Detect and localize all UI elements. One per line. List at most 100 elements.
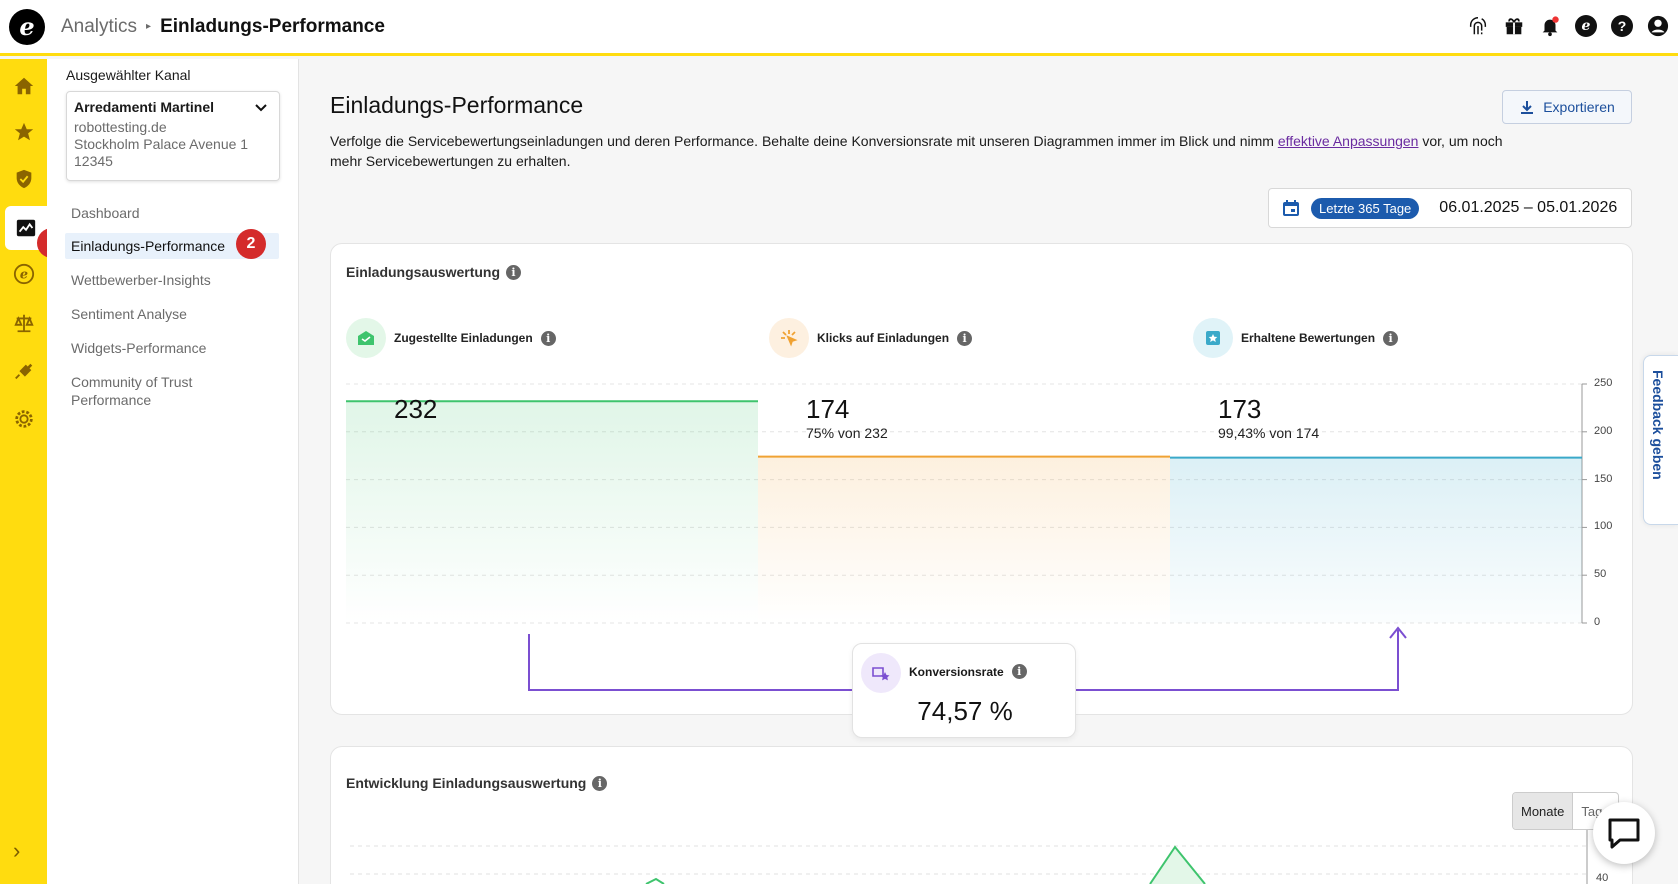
date-range-text: 06.01.2025 – 05.01.2026 — [1439, 199, 1618, 216]
development-line-peak — [1149, 845, 1206, 884]
help-icon[interactable]: ? — [1610, 14, 1634, 38]
top-bar: e Analytics ▸ Einladungs-Performance e ? — [0, 0, 1678, 56]
funnel-title: Einladungsauswertung i — [346, 264, 522, 280]
channel-zip: 12345 — [74, 153, 113, 169]
conversion-icon — [861, 653, 901, 693]
channel-label: Ausgewählter Kanal — [66, 67, 191, 83]
step-badge-2: 2 — [236, 229, 266, 259]
value-label-reviews: 173 — [1218, 394, 1262, 424]
notification-bell-icon[interactable] — [1538, 14, 1562, 38]
sub-navigation: Ausgewählter Kanal Arredamenti Martinel … — [47, 59, 299, 884]
scales-icon[interactable] — [7, 306, 41, 340]
conversion-label: Konversionsrate — [909, 664, 1004, 679]
info-icon[interactable]: i — [540, 330, 556, 346]
calendar-icon — [1283, 200, 1299, 216]
date-range-picker[interactable]: Letzte 365 Tage 06.01.2025 – 05.01.2026 — [1268, 188, 1632, 228]
value-label-delivered: 232 — [394, 394, 438, 424]
plug-icon[interactable] — [7, 355, 41, 389]
funnel-bar — [1170, 457, 1582, 623]
description-text-1: Verfolge die Servicebewertungseinladunge… — [330, 133, 1278, 149]
development-title: Entwicklung Einladungsauswertung i — [346, 775, 608, 791]
page-title: Einladungs-Performance — [330, 92, 584, 118]
chevron-down-icon — [255, 104, 267, 112]
fingerprint-icon[interactable] — [1466, 14, 1490, 38]
y-tick-label: 150 — [1594, 472, 1613, 485]
nav-item-widgets-performance[interactable]: Widgets-Performance — [71, 340, 207, 356]
granularity-toggle: Monate Tage — [1512, 792, 1619, 830]
conversion-header: Konversionsrate i — [909, 664, 1027, 679]
channel-name: Arredamenti Martinel — [74, 99, 215, 115]
toggle-monate[interactable]: Monate — [1513, 793, 1574, 829]
metric-reviews: Erhaltene Bewertungen i — [1193, 318, 1399, 358]
chat-button[interactable] — [1593, 802, 1655, 864]
info-icon[interactable]: i — [957, 330, 973, 346]
export-label: Exportieren — [1543, 99, 1615, 115]
development-line-small-peak — [645, 877, 665, 884]
metric-reviews-label: Erhaltene Bewertungen — [1241, 331, 1376, 345]
click-icon — [769, 318, 809, 358]
settings-gear-icon[interactable] — [7, 402, 41, 436]
channel-domain: robottesting.de — [74, 119, 167, 135]
sub-label-clicks: 75% von 232 — [806, 425, 888, 441]
sub-label-reviews: 99,43% von 174 — [1218, 425, 1320, 441]
shield-check-icon[interactable] — [7, 162, 41, 196]
account-icon[interactable] — [1646, 14, 1670, 38]
metric-clicks-label: Klicks auf Einladungen — [817, 331, 950, 345]
breadcrumb: Analytics ▸ Einladungs-Performance — [61, 16, 385, 38]
development-title-text: Entwicklung Einladungsauswertung — [346, 775, 587, 791]
chat-bubble-icon — [1608, 818, 1640, 849]
nav-item-dashboard[interactable]: Dashboard — [71, 205, 140, 221]
nav-item-sentiment-analyse[interactable]: Sentiment Analyse — [71, 306, 187, 322]
conversion-bracket-right — [1076, 630, 1399, 691]
breadcrumb-separator-icon: ▸ — [146, 21, 152, 32]
date-preset-pill[interactable]: Letzte 365 Tage — [1311, 197, 1420, 219]
nav-item-wettbewerber-insights[interactable]: Wettbewerber-Insights — [71, 272, 211, 288]
download-icon — [1521, 101, 1534, 114]
y-tick-label: 0 — [1594, 616, 1601, 628]
breadcrumb-current: Einladungs-Performance — [160, 15, 385, 37]
left-rail: e › — [0, 59, 47, 884]
envelope-open-icon — [346, 318, 386, 358]
funnel-bar — [758, 456, 1170, 623]
trusted-shops-e-icon[interactable]: e — [7, 257, 41, 291]
feedback-label: Feedback geben — [1650, 370, 1666, 480]
breadcrumb-analytics[interactable]: Analytics — [61, 15, 138, 37]
info-icon[interactable]: i — [1011, 664, 1027, 679]
conversion-value: 74,57 % — [917, 696, 1013, 726]
description-text-2: vor, um noch mehr Servicebewertungen zu … — [330, 133, 1503, 169]
effektive-anpassungen-link[interactable]: effektive Anpassungen — [1277, 133, 1419, 149]
expand-chevron-icon[interactable]: › — [13, 838, 21, 863]
svg-text:e: e — [20, 268, 28, 283]
y-tick-label: 200 — [1594, 424, 1613, 437]
review-icon — [1193, 318, 1233, 358]
y-tick-label: 250 — [1594, 377, 1613, 389]
feedback-tab[interactable]: Feedback geben — [1643, 355, 1678, 525]
home-icon[interactable] — [7, 69, 41, 103]
gift-icon[interactable] — [1502, 14, 1526, 38]
trusted-shops-logo[interactable]: e — [9, 8, 45, 45]
y-tick-label: 100 — [1594, 520, 1613, 533]
export-button[interactable]: Exportieren — [1502, 90, 1632, 124]
metric-delivered-label: Zugestellte Einladungen — [394, 331, 533, 345]
funnel-bar — [346, 401, 758, 623]
channel-selector[interactable]: Arredamenti Martinel robottesting.de Sto… — [66, 91, 280, 181]
development-card — [330, 746, 1633, 884]
value-label-clicks: 174 — [806, 394, 850, 424]
info-icon[interactable]: i — [506, 264, 522, 280]
info-icon[interactable]: i — [1383, 330, 1399, 346]
metric-delivered: Zugestellte Einladungen i — [346, 318, 556, 358]
page-description: Verfolge die Servicebewertungseinladunge… — [330, 131, 1510, 171]
channel-address: Stockholm Palace Avenue 1 — [74, 136, 249, 152]
conversion-rate-box: Konversionsrate i 74,57 % — [852, 643, 1076, 738]
metric-clicks: Klicks auf Einladungen i — [769, 318, 973, 358]
y-tick-label: 50 — [1594, 568, 1607, 581]
info-icon[interactable]: i — [592, 775, 608, 791]
conversion-bracket-left — [528, 634, 852, 691]
trusted-shops-icon[interactable]: e — [1574, 14, 1598, 38]
funnel-title-text: Einladungsauswertung — [346, 264, 501, 280]
conversion-arrow-icon — [1389, 626, 1407, 639]
star-icon[interactable] — [7, 115, 41, 149]
nav-item-community-of-trust[interactable]: Community of Trust Performance — [71, 374, 193, 408]
